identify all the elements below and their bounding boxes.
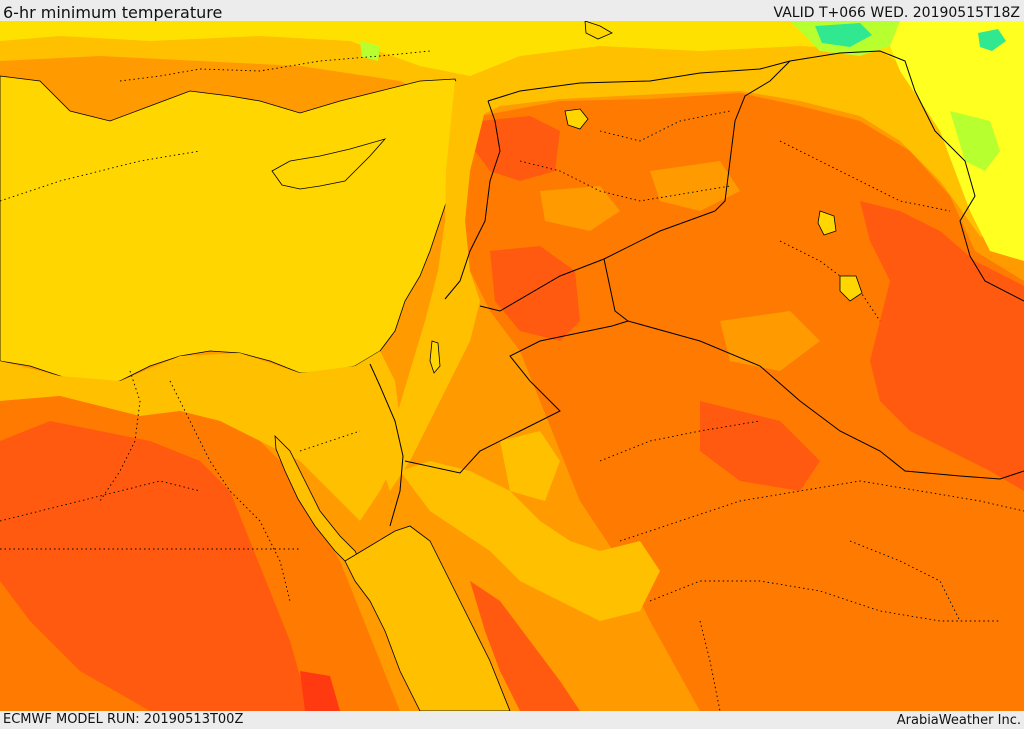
hejaz-red-strip — [470, 581, 580, 711]
temperature-map — [0, 21, 1024, 711]
levant-coastal-band — [380, 81, 490, 491]
jordan-light-band — [500, 431, 560, 501]
egypt-coastal-band — [0, 351, 400, 521]
map-title: 6-hr minimum temperature — [3, 3, 223, 22]
syria-red-patch — [475, 116, 560, 181]
egypt-hot-spot — [300, 671, 340, 711]
cyprus — [271, 138, 387, 190]
light-patch-2 — [650, 161, 740, 211]
iran-red-edge — [960, 291, 1024, 441]
dead-sea — [429, 340, 441, 374]
country-borders — [369, 50, 1024, 527]
credit-label: ArabiaWeather Inc. — [896, 713, 1021, 728]
northern-warm-band — [0, 21, 1024, 251]
light-patch-3 — [720, 311, 820, 371]
iraq-red-zone — [860, 201, 1024, 491]
admin-boundaries — [0, 50, 1024, 711]
lime-patch-2 — [950, 111, 1000, 171]
model-run-label: ECMWF MODEL RUN: 20190513T00Z — [3, 712, 244, 727]
hejaz-band — [400, 461, 660, 621]
footer-bar — [0, 711, 1024, 729]
header-bar — [0, 0, 1024, 21]
light-patch-1 — [540, 186, 620, 231]
red-sea — [344, 525, 511, 711]
pale-yellow-patch — [880, 21, 1024, 261]
cold-patch-2 — [978, 29, 1006, 51]
saudi-red-patch — [700, 401, 820, 491]
cold-patch-1 — [815, 23, 872, 47]
valid-time-label: VALID T+066 WED. 20190515T18Z — [773, 5, 1020, 21]
egypt-red-zone — [0, 421, 310, 711]
jordan-red-patch — [490, 246, 580, 341]
lakes — [564, 21, 863, 302]
